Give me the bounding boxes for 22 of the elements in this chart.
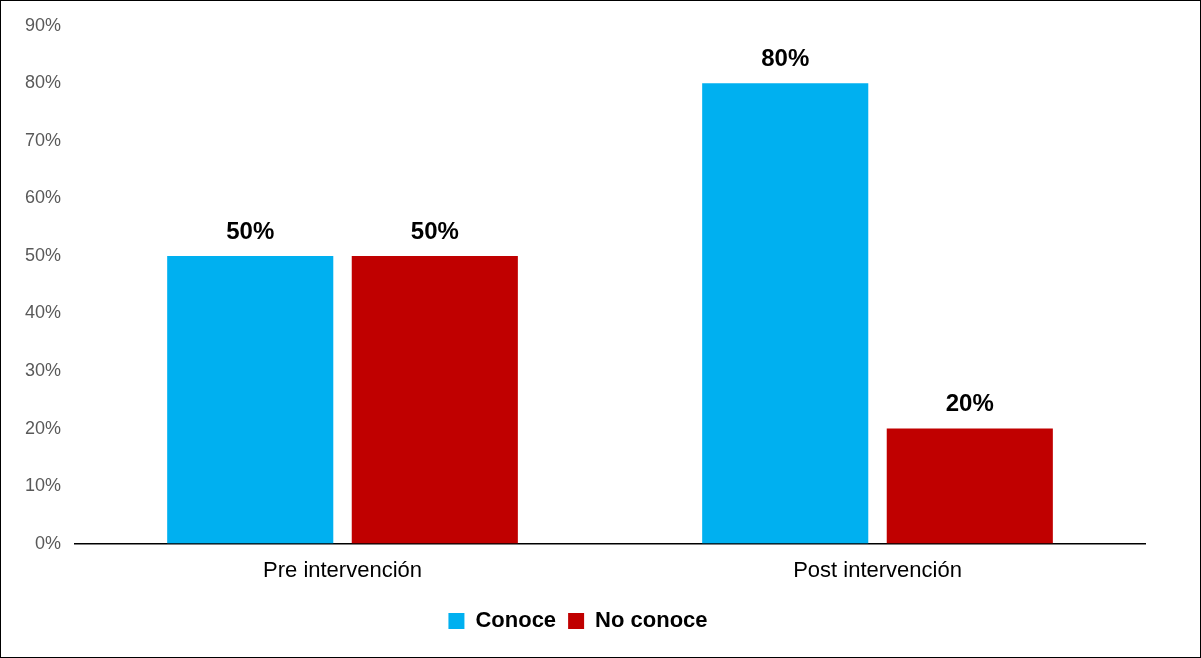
- data-label: 50%: [410, 216, 459, 244]
- bar: [886, 428, 1053, 544]
- y-tick-label: 0%: [35, 532, 62, 553]
- bar: [351, 255, 518, 544]
- y-tick-label: 50%: [25, 244, 62, 265]
- data-label: 80%: [761, 43, 810, 71]
- x-tick-label: Pre intervención: [263, 556, 423, 582]
- y-tick-label: 30%: [25, 359, 62, 380]
- bar: [702, 83, 869, 544]
- y-tick-label: 80%: [25, 72, 62, 93]
- y-tick-label: 20%: [25, 417, 62, 438]
- legend-label: Conoce: [475, 607, 557, 633]
- x-tick-label: Post intervención: [793, 556, 962, 582]
- y-tick-label: 40%: [25, 302, 62, 323]
- legend-label: No conoce: [595, 607, 708, 633]
- bar: [167, 255, 334, 544]
- y-tick-label: 60%: [25, 187, 62, 208]
- data-label: 20%: [945, 389, 994, 417]
- y-tick-label: 10%: [25, 475, 62, 496]
- y-tick-label: 70%: [25, 129, 62, 150]
- y-tick-label: 90%: [25, 14, 62, 35]
- data-label: 50%: [226, 216, 275, 244]
